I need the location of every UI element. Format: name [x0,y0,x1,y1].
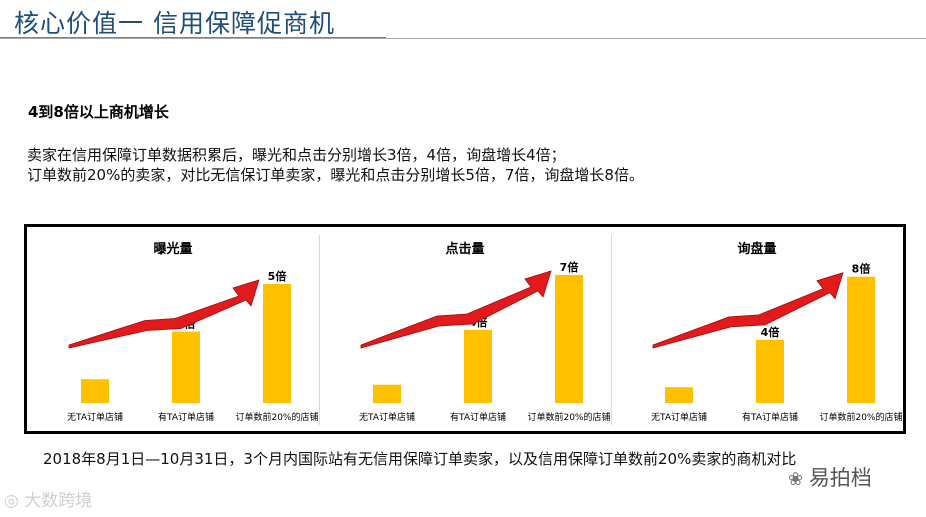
bar [263,283,291,403]
data-label: 5倍 [268,269,287,283]
category-label: 无TA订单店铺 [359,411,415,423]
bar [172,331,200,403]
chart-title: 询盘量 [737,241,776,257]
section-heading: 4到8倍以上商机增长 [28,103,169,121]
charts-frame: 曝光量无TA订单店铺3倍有TA订单店铺5倍订单数前20%的店铺点击量无TA订单店… [24,224,906,434]
category-label: 订单数前20%的店铺 [819,411,902,423]
bar [756,339,784,403]
category-label: 有TA订单店铺 [450,411,506,423]
data-label: 7倍 [560,260,579,274]
growth-arrow [360,270,552,349]
growth-arrow [652,272,844,349]
bar [847,276,875,403]
watermark-logo-icon: ◎ [4,491,25,511]
wechat-icon: ❀ [788,469,809,490]
bar [555,274,583,403]
description-line-1: 卖家在信用保障订单数据积累后，曝光和点击分别增长3倍，4倍，询盘增长4倍； [27,146,566,164]
data-label: 8倍 [852,262,871,276]
category-label: 有TA订单店铺 [158,411,214,423]
watermark-left-text: 大数跨境 [24,491,93,511]
bar [665,387,693,403]
category-label: 有TA订单店铺 [742,411,798,423]
page-title: 核心价值一 信用保障促商机 [14,9,335,38]
data-label: 4倍 [761,325,780,339]
chart-title: 点击量 [445,241,484,257]
category-label: 订单数前20%的店铺 [527,411,610,423]
watermark-right: ❀ 易拍档 [788,462,872,492]
category-label: 无TA订单店铺 [651,411,707,423]
description-line-2: 订单数前20%的卖家，对比无信保订单卖家，曝光和点击分别增长5倍，7倍，询盘增长… [27,166,644,184]
chart-title: 曝光量 [153,241,192,257]
title-divider [0,38,926,39]
growth-arrow [68,279,260,349]
panel-divider [319,235,320,425]
category-label: 无TA订单店铺 [67,411,123,423]
watermark-right-text: 易拍档 [808,466,872,490]
bar [464,329,492,403]
panel-divider [611,235,612,425]
bar-charts: 曝光量无TA订单店铺3倍有TA订单店铺5倍订单数前20%的店铺点击量无TA订单店… [67,241,902,423]
bar [81,379,109,403]
category-label: 订单数前20%的店铺 [235,411,318,423]
bar [373,384,401,403]
chart-caption: 2018年8月1日—10月31日，3个月内国际站有无信用保障订单卖家，以及信用保… [43,450,797,468]
watermark-left: ◎ 大数跨境 [4,486,92,511]
